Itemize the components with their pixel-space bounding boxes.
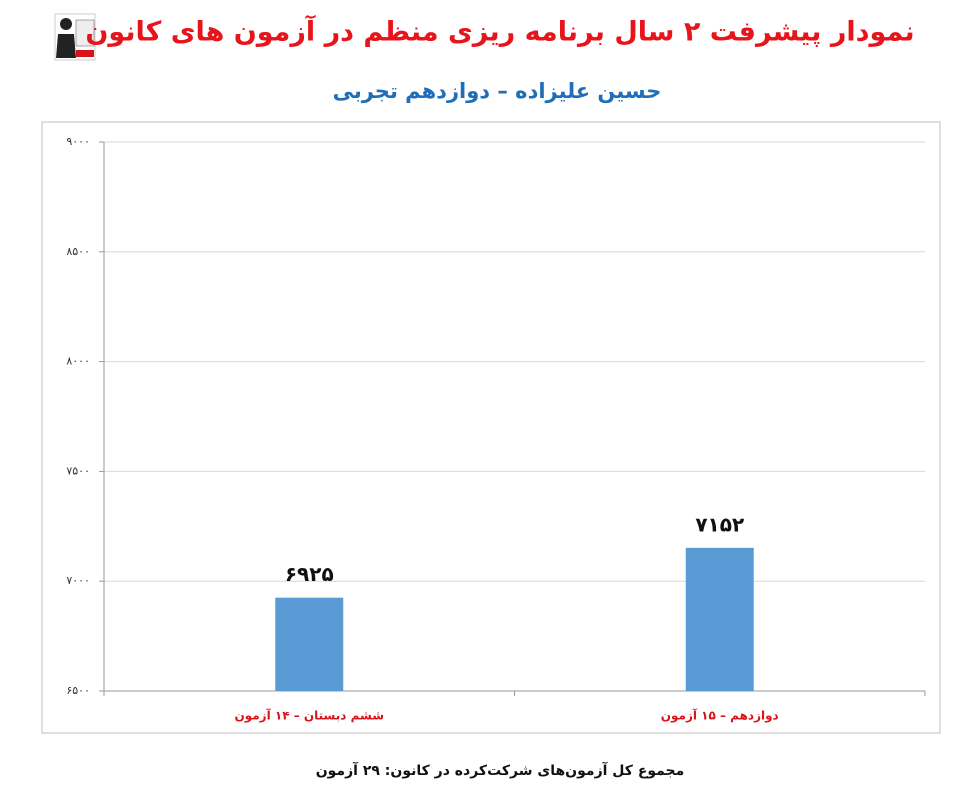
data-label: ۷۱۵۲	[695, 512, 744, 536]
y-tick-label: ۸۰۰۰	[66, 355, 90, 368]
bar	[275, 597, 344, 691]
y-tick-label: ۹۰۰۰	[66, 135, 90, 148]
y-tick-label: ۶۵۰۰	[66, 684, 90, 697]
chart-subtitle: حسین علیزاده – دوازدهم تجربی	[333, 79, 662, 103]
chart-title: نمودار پیشرفت ۲ سال برنامه ریزی منظم در …	[85, 15, 914, 48]
x-tick-label: دوازدهم – ۱۵ آزمون	[661, 708, 779, 724]
data-label: ۶۹۲۵	[285, 562, 334, 586]
y-tick-label: ۷۰۰۰	[66, 574, 90, 587]
logo	[54, 13, 96, 61]
footer-note: مجموع کل آزمون‌های شرکت‌کرده در کانون: ۲…	[316, 761, 685, 779]
y-tick-label: ۸۵۰۰	[66, 245, 90, 258]
plot-frame	[41, 121, 941, 734]
x-tick-label: ششم دبستان – ۱۴ آزمون	[234, 708, 384, 724]
bar	[685, 547, 754, 691]
y-tick-label: ۷۵۰۰	[66, 464, 90, 477]
